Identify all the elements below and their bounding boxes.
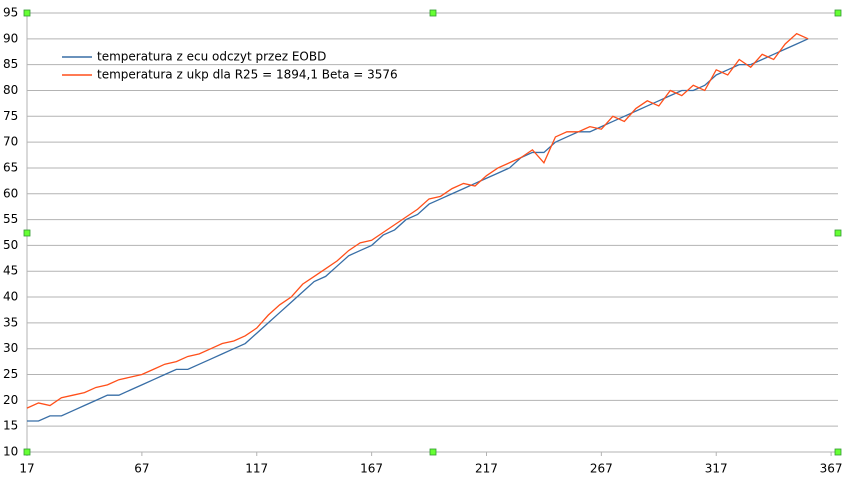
y-tick-label: 60 (3, 186, 18, 200)
x-tick-label: 217 (475, 462, 498, 476)
y-tick-label: 10 (3, 445, 18, 459)
x-tick-label: 67 (134, 462, 149, 476)
x-tick-label: 317 (705, 462, 728, 476)
y-tick-label: 20 (3, 393, 18, 407)
selection-handles (23, 9, 842, 456)
y-tick-label: 40 (3, 290, 18, 304)
x-tick-label: 17 (19, 462, 34, 476)
series-line (26, 32, 809, 409)
x-tick-label: 267 (590, 462, 613, 476)
y-tick-label: 75 (3, 109, 18, 123)
x-tick-label: 117 (245, 462, 268, 476)
y-tick-label: 30 (3, 341, 18, 355)
x-tick-label: 167 (360, 462, 383, 476)
y-tick-label: 25 (3, 367, 18, 381)
y-tick-label: 45 (3, 264, 18, 278)
x-tick-label: 367 (820, 462, 843, 476)
y-tick-label: 95 (3, 6, 18, 20)
y-tick-label: 55 (3, 212, 18, 226)
y-tick-label: 80 (3, 83, 18, 97)
y-tick-label: 70 (3, 135, 18, 149)
series-line (27, 38, 809, 422)
y-tick-label: 15 (3, 419, 18, 433)
legend-label: temperatura z ukp dla R25 = 1894,1 Beta … (97, 68, 398, 82)
y-tick-label: 85 (3, 57, 18, 71)
y-tick-label: 35 (3, 315, 18, 329)
y-tick-label: 65 (3, 160, 18, 174)
legend-label: temperatura z ecu odczyt przez EOBD (97, 50, 326, 64)
y-tick-label: 90 (3, 31, 18, 45)
y-tick-label: 50 (3, 238, 18, 252)
